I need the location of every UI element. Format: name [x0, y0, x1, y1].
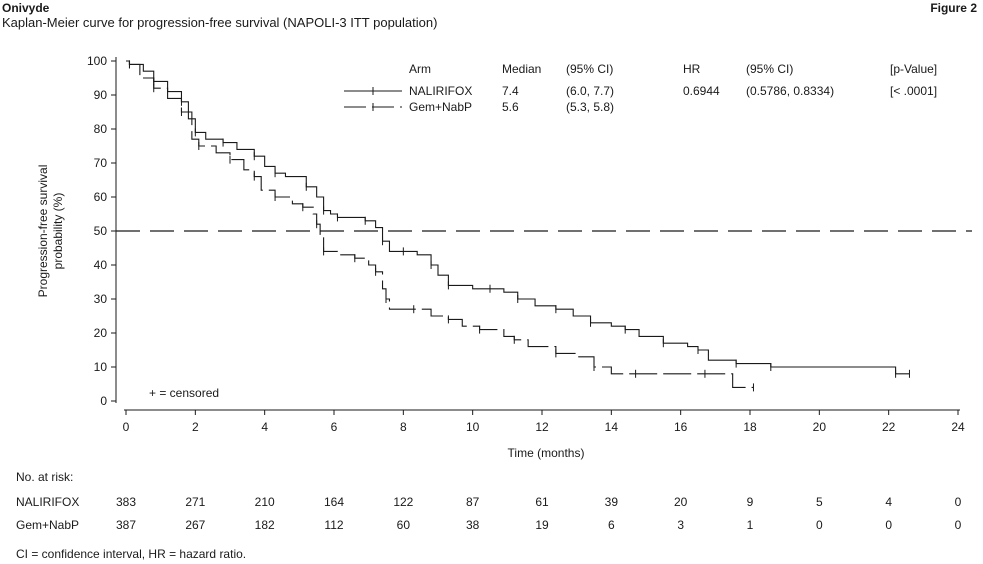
- risk-table-cell: 20: [673, 495, 688, 509]
- x-tick-label: 20: [813, 420, 827, 434]
- risk-table-cell: 1: [746, 518, 754, 532]
- risk-table-cell: 61: [535, 495, 549, 509]
- x-tick-label: 2: [192, 420, 199, 434]
- y-tick-label: 70: [94, 156, 108, 170]
- table-cell-p: [< .0001]: [890, 84, 937, 98]
- km-curve-nalirifox: [126, 60, 910, 375]
- x-axis-label: Time (months): [508, 446, 585, 460]
- x-tick-label: 16: [674, 420, 688, 434]
- x-tick-label: 22: [882, 420, 896, 434]
- figure-label: Figure 2: [930, 1, 977, 15]
- y-axis-label-line: probability (%): [51, 193, 65, 270]
- y-axis-label: Progression-free survivalprobability (%): [36, 165, 65, 298]
- risk-table-cell: 5: [815, 495, 823, 509]
- x-tick-label: 4: [261, 420, 268, 434]
- x-tick-label: 24: [951, 420, 965, 434]
- table-header: Arm: [409, 62, 431, 76]
- y-tick-label: 50: [94, 224, 108, 238]
- risk-table-cell: 87: [465, 495, 480, 509]
- table-cell-arm: Gem+NabP: [409, 100, 472, 114]
- risk-table-cell: 9: [746, 495, 754, 509]
- censored-legend: + = censored: [149, 386, 219, 400]
- x-tick-label: 6: [331, 420, 338, 434]
- risk-table-cell: 0: [815, 518, 823, 532]
- table-cell-ci: (6.0, 7.7): [566, 84, 614, 98]
- table-cell-ci: (5.3, 5.8): [566, 100, 614, 114]
- x-tick-label: 10: [466, 420, 480, 434]
- table-header: Median: [502, 62, 541, 76]
- risk-table-cell: 0: [954, 518, 962, 532]
- risk-table-arm: NALIRIFOX: [16, 495, 80, 509]
- risk-table-cell: 210: [254, 495, 275, 509]
- table-cell-median: 7.4: [502, 84, 519, 98]
- x-tick-label: 14: [605, 420, 619, 434]
- y-tick-label: 100: [87, 54, 107, 68]
- x-tick-label: 18: [743, 420, 757, 434]
- risk-table-cell: 112: [324, 518, 344, 532]
- table-header: (95% CI): [746, 62, 793, 76]
- x-tick-label: 12: [535, 420, 549, 434]
- risk-table-cell: 383: [115, 495, 137, 509]
- risk-table-cell: 271: [185, 495, 206, 509]
- y-tick-label: 80: [94, 122, 108, 136]
- y-tick-label: 90: [94, 88, 108, 102]
- risk-table-cell: 19: [535, 518, 549, 532]
- risk-table-cell: 3: [677, 518, 684, 532]
- y-tick-label: 40: [94, 258, 108, 272]
- risk-table-cell: 387: [115, 518, 137, 532]
- y-tick-label: 10: [94, 360, 108, 374]
- risk-table-cell: 164: [323, 495, 345, 509]
- risk-table-cell: 267: [185, 518, 206, 532]
- brand-label: Onivyde: [2, 1, 50, 15]
- risk-table-row: NALIRIFOX 383 271 210 164 122 87 61 39 20 9 5 4 0: [0, 495, 983, 511]
- table-cell-hr_ci: (0.5786, 0.8334): [746, 84, 834, 98]
- y-axis-label-line: Progression-free survival: [36, 165, 50, 298]
- y-tick-label: 60: [94, 190, 108, 204]
- risk-table-title: No. at risk:: [16, 470, 74, 484]
- risk-table-cell: 60: [396, 518, 411, 532]
- risk-table-cell: 6: [607, 518, 615, 532]
- table-cell-hr: 0.6944: [683, 84, 720, 98]
- risk-table-cell: 0: [954, 495, 962, 509]
- risk-table-cell: 4: [885, 495, 892, 509]
- table-cell-median: 5.6: [502, 100, 519, 114]
- risk-table-cell: 122: [393, 495, 414, 509]
- x-tick-label: 8: [400, 420, 407, 434]
- x-tick-label: 0: [123, 420, 130, 434]
- table-header: HR: [683, 62, 701, 76]
- table-cell-arm: NALIRIFOX: [409, 84, 472, 98]
- table-header: (95% CI): [566, 62, 613, 76]
- y-tick-label: 20: [94, 326, 108, 340]
- risk-table-cell: 0: [885, 518, 892, 532]
- chart-title: Kaplan-Meier curve for progression-free …: [2, 15, 438, 30]
- risk-table-cell: 38: [465, 518, 480, 532]
- risk-table-arm: Gem+NabP: [16, 518, 80, 532]
- y-tick-label: 30: [94, 292, 108, 306]
- risk-table-cell: 182: [254, 518, 275, 532]
- y-tick-label: 0: [100, 394, 107, 408]
- risk-table-row: Gem+NabP 387 267 182 112 60 38 19 6 3 1 0 0 0: [0, 518, 983, 534]
- footnote: CI = confidence interval, HR = hazard ra…: [16, 547, 247, 561]
- table-header: [p-Value]: [890, 62, 937, 76]
- risk-table-cell: 39: [604, 495, 619, 509]
